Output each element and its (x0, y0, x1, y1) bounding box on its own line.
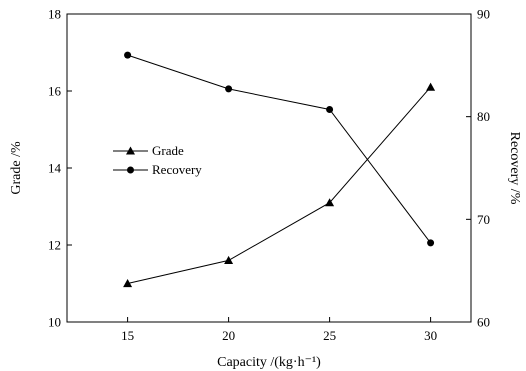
right-axis-title: Recovery /% (507, 132, 522, 205)
left-axis-title: Grade /% (9, 141, 24, 195)
left-tick-label: 18 (48, 7, 61, 22)
right-axis-ticks: 60 70 80 90 (466, 7, 490, 330)
left-tick-label: 16 (48, 84, 62, 99)
legend-grade-triangle-icon (126, 146, 135, 155)
x-tick-label: 25 (323, 328, 336, 343)
series-layer (123, 51, 436, 288)
grade-point (123, 279, 133, 288)
x-tick-label: 20 (222, 328, 235, 343)
grade-series-line (127, 86, 431, 284)
legend: Grade Recovery (113, 143, 202, 177)
right-tick-label: 90 (477, 7, 490, 22)
left-axis-ticks: 10 12 14 16 18 (48, 7, 72, 330)
x-tick-label: 30 (424, 328, 437, 343)
right-tick-label: 60 (477, 315, 490, 330)
grade-point (426, 82, 436, 91)
recovery-series-line (127, 54, 431, 244)
recovery-point (326, 106, 334, 113)
left-tick-label: 14 (48, 161, 62, 176)
right-tick-label: 70 (477, 212, 490, 227)
x-axis-ticks: 15 20 25 30 (121, 317, 437, 343)
plot-frame (66, 13, 472, 323)
grade-point (325, 198, 335, 207)
left-tick-label: 12 (48, 238, 61, 253)
recovery-point (124, 51, 132, 59)
right-tick-label: 80 (477, 109, 490, 124)
legend-recovery-label: Recovery (152, 162, 202, 177)
x-axis-title: Capacity /(kg·h⁻¹) (217, 355, 321, 370)
recovery-point (225, 85, 233, 93)
legend-grade-label: Grade (152, 143, 184, 158)
legend-recovery-circle-icon (127, 166, 134, 174)
recovery-point (427, 239, 435, 247)
x-tick-label: 15 (121, 328, 134, 343)
grade-point (224, 255, 234, 264)
left-tick-label: 10 (48, 315, 61, 330)
